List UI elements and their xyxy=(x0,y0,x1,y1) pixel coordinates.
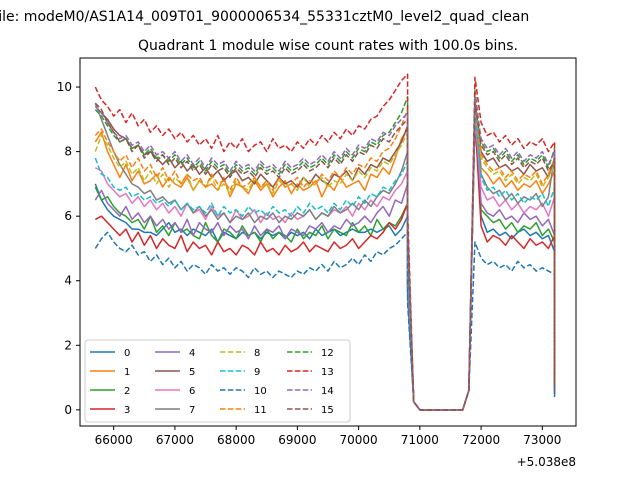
legend-label-6: 6 xyxy=(189,386,195,397)
y-tick-label: 4 xyxy=(64,274,72,288)
legend-label-5: 5 xyxy=(189,367,195,378)
x-tick-label: 72000 xyxy=(462,433,500,447)
x-tick-label: 71000 xyxy=(401,433,439,447)
series-line-9 xyxy=(94,112,556,411)
series-line-6 xyxy=(94,115,556,411)
y-tick-label: 8 xyxy=(64,145,72,159)
x-tick-label: 66000 xyxy=(95,433,133,447)
x-tick-label: 67000 xyxy=(156,433,194,447)
legend-label-9: 9 xyxy=(254,367,260,378)
legend-label-1: 1 xyxy=(124,367,130,378)
x-tick-label: 68000 xyxy=(217,433,255,447)
legend-label-13: 13 xyxy=(321,367,334,378)
series-line-0 xyxy=(94,112,556,411)
x-tick-label: 69000 xyxy=(278,433,316,447)
series-line-11 xyxy=(94,99,556,411)
legend-label-10: 10 xyxy=(254,386,267,397)
plot-area-frame xyxy=(79,57,577,427)
series-line-8 xyxy=(94,105,556,411)
series-line-5 xyxy=(94,105,556,411)
series-line-4 xyxy=(94,108,556,411)
series-line-3 xyxy=(94,118,556,411)
y-tick-label: 10 xyxy=(57,80,72,94)
legend-label-0: 0 xyxy=(124,348,130,359)
figure-suptitle: n file: modeM0/AS1A14_009T01_9000006534_… xyxy=(0,9,529,25)
y-tick-label: 6 xyxy=(64,209,72,223)
series-line-15 xyxy=(94,102,556,411)
legend-label-7: 7 xyxy=(189,405,195,416)
legend-label-4: 4 xyxy=(189,348,195,359)
legend-frame xyxy=(84,339,351,423)
x-axis: 66000 67000 68000 69000 70000 71000 72000 73000 xyxy=(95,426,561,447)
series-line-14 xyxy=(94,95,556,411)
series-line-1 xyxy=(94,102,556,411)
y-axis: 0 2 4 6 8 10 xyxy=(57,80,80,417)
chart-title: Quadrant 1 module wise count rates with … xyxy=(138,38,518,54)
x-tick-label: 70000 xyxy=(340,433,378,447)
legend-label-8: 8 xyxy=(254,348,260,359)
series-line-7 xyxy=(94,99,556,411)
series-line-10 xyxy=(94,231,556,411)
legend-label-2: 2 xyxy=(124,386,130,397)
series-line-12 xyxy=(94,89,556,411)
legend-label-12: 12 xyxy=(321,348,334,359)
x-tick-label: 73000 xyxy=(523,433,561,447)
series-line-13 xyxy=(94,73,556,411)
x-axis-offset-label: +5.038e8 xyxy=(517,455,576,469)
y-tick-label: 0 xyxy=(64,403,72,417)
legend-label-15: 15 xyxy=(321,405,334,416)
y-tick-label: 2 xyxy=(64,338,72,352)
legend-label-14: 14 xyxy=(321,386,334,397)
legend-label-11: 11 xyxy=(254,405,267,416)
series-layer xyxy=(94,73,556,411)
legend-label-3: 3 xyxy=(124,405,130,416)
